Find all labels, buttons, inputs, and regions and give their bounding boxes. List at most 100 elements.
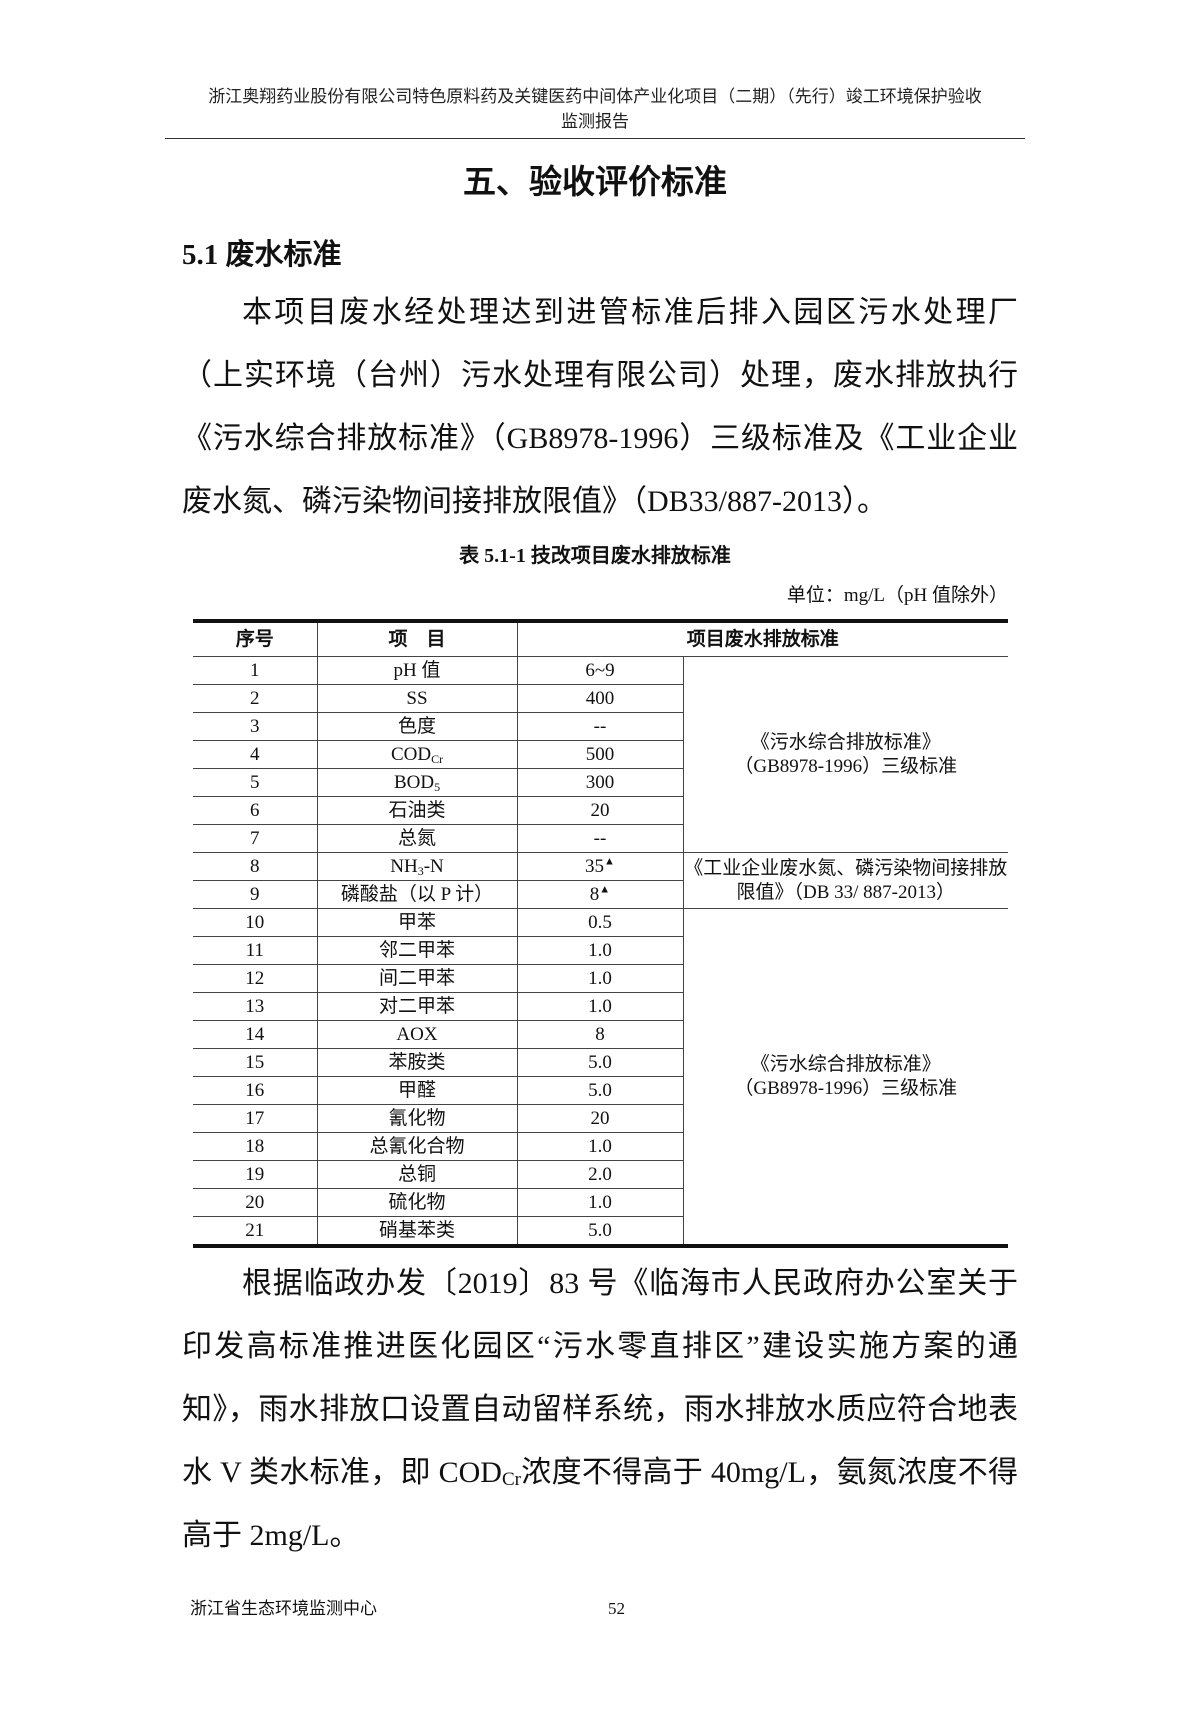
item-name: 硫化物 <box>388 1191 446 1213</box>
cell-item: pH 值 <box>316 656 518 685</box>
item-name: 对二甲苯 <box>378 995 455 1017</box>
cell-no: 10 <box>193 908 318 937</box>
paragraph-2-part: 根据临政办发〔2019〕83 号《临海市人民政府办公室关于印发高标准推进医化园区… <box>182 1267 1018 1489</box>
item-name: 石油类 <box>388 799 446 821</box>
item-name: 总铜 <box>397 1163 436 1185</box>
cell-value: 2.0 <box>516 1160 683 1189</box>
cell-no: 8 <box>193 852 318 881</box>
table-row: 11 邻二甲苯 1.0 <box>193 936 1008 965</box>
cell-value: -- <box>516 712 683 741</box>
wastewater-standard-table: 序号 项 目 项目废水排放标准 1 pH 值 6~9 《污水综合排放标准》 （GB897… <box>193 619 1009 1248</box>
table-row: 13 对二甲苯 1.0 <box>193 992 1008 1021</box>
cell-value: 1.0 <box>516 992 683 1021</box>
cell-value: 1.0 <box>516 936 683 965</box>
item-name: BOD <box>393 771 435 793</box>
table-row: 3 色度 -- <box>193 712 1008 741</box>
value-text: 20 <box>590 799 610 821</box>
cell-no: 12 <box>193 964 318 993</box>
table-row: 20 硫化物 1.0 <box>193 1188 1008 1217</box>
cell-item: 氰化物 <box>316 1104 518 1133</box>
standard-line: 限值》（DB 33/ 887-2013） <box>736 881 956 903</box>
value-text: 1.0 <box>588 939 612 961</box>
cell-no: 3 <box>193 712 318 741</box>
cell-item: 甲醛 <box>316 1076 518 1105</box>
standard-line: 《污水综合排放标准》 <box>750 731 941 753</box>
standard-line: 《污水综合排放标准》 <box>750 1053 941 1075</box>
item-name: 磷酸盐（以 P 计） <box>340 883 494 905</box>
item-name: 总氰化合物 <box>369 1135 465 1157</box>
cell-value: 400 <box>516 684 683 713</box>
cell-item: 硝基苯类 <box>316 1216 518 1247</box>
footer-org: 浙江省生态环境监测中心 <box>190 1599 377 1618</box>
cell-item: 对二甲苯 <box>316 992 518 1021</box>
triangle-mark-icon: ▲ <box>604 855 615 868</box>
cell-no: 2 <box>193 684 318 713</box>
table-row: 1 pH 值 6~9 《污水综合排放标准》 （GB8978-1996）三级标准 <box>193 656 1009 853</box>
paragraph-2: 根据临政办发〔2019〕83 号《临海市人民政府办公室关于印发高标准推进医化园区… <box>182 1252 1018 1567</box>
paragraph-2-text: 根据临政办发〔2019〕83 号《临海市人民政府办公室关于印发高标准推进医化园区… <box>182 1252 1018 1567</box>
value-text: 8 <box>589 883 600 905</box>
cell-no: 6 <box>193 796 318 825</box>
item-subscript: 5 <box>434 779 441 794</box>
item-name: 邻二甲苯 <box>378 939 455 961</box>
cell-item: CODCr <box>316 740 518 769</box>
table-row: 4 CODCr 500 <box>193 740 1008 769</box>
cell-item: 总铜 <box>316 1160 518 1189</box>
cell-value: 300 <box>516 768 683 797</box>
cell-value: 5.0 <box>516 1048 683 1077</box>
value-text: 400 <box>585 687 615 709</box>
value-text: 0.5 <box>588 911 612 933</box>
cell-item: SS <box>316 684 518 713</box>
value-text: 5.0 <box>588 1079 612 1101</box>
cell-no: 11 <box>193 936 318 965</box>
table-wrapper: 序号 项 目 项目废水排放标准 1 pH 值 6~9 《污水综合排放标准》 （GB897… <box>193 619 1009 1248</box>
table-unit: 单位：mg/L（pH 值除外） <box>786 585 1008 606</box>
cell-value: 8 <box>516 1020 683 1049</box>
value-text: 5.0 <box>588 1219 612 1241</box>
cell-value: 1.0 <box>516 964 683 993</box>
cell-standard: 《污水综合排放标准》 （GB8978-1996）三级标准 <box>682 656 1009 853</box>
header-line-2: 监测报告 <box>561 112 629 131</box>
footer: 浙江省生态环境监测中心 52 <box>0 1567 1190 1621</box>
table-header-row: 序号 项 目 项目废水排放标准 <box>193 620 1009 657</box>
item-name: AOX <box>396 1023 438 1045</box>
cell-no: 9 <box>193 880 318 909</box>
cell-item: 色度 <box>316 712 518 741</box>
item-name: 甲苯 <box>397 911 436 933</box>
cell-no: 7 <box>193 824 318 853</box>
item-name: 色度 <box>397 715 436 737</box>
col-header-standard: 项目废水排放标准 <box>516 620 1009 657</box>
value-text: 20 <box>590 1107 610 1129</box>
cell-item: NH3-N <box>316 852 518 881</box>
value-text: 6~9 <box>585 659 615 681</box>
table-row: 19 总铜 2.0 <box>193 1160 1008 1189</box>
cell-value: 8▲ <box>516 880 683 909</box>
section-title: 5.1 废水标准 <box>182 239 342 271</box>
cell-item: BOD5 <box>316 768 518 797</box>
cell-item: 间二甲苯 <box>316 964 518 993</box>
value-text: 500 <box>585 743 615 765</box>
item-name: NH <box>390 855 418 877</box>
cell-no: 21 <box>193 1216 318 1247</box>
value-text: 1.0 <box>588 1135 612 1157</box>
table-row: 21 硝基苯类 5.0 <box>193 1216 1008 1247</box>
cell-item: 石油类 <box>316 796 518 825</box>
item-name: 间二甲苯 <box>378 967 455 989</box>
cell-item: 总氰化合物 <box>316 1132 518 1161</box>
cell-value: 500 <box>516 740 683 769</box>
value-text: 1.0 <box>588 995 612 1017</box>
cell-no: 13 <box>193 992 318 1021</box>
item-name: 硝基苯类 <box>378 1219 455 1241</box>
cell-no: 5 <box>193 768 318 797</box>
value-text: 5.0 <box>588 1051 612 1073</box>
cell-value: 6~9 <box>516 656 684 685</box>
paragraph-2-subscript: Cr <box>501 1469 521 1490</box>
table-caption: 表 5.1-1 技改项目废水排放标准 <box>459 545 731 567</box>
cell-no: 15 <box>193 1048 318 1077</box>
paragraph-1: 本项目废水经处理达到进管标准后排入园区污水处理厂（上实环境（台州）污水处理有限公… <box>182 281 1018 533</box>
standard-line: （GB8978-1996）三级标准 <box>734 1077 958 1099</box>
cell-value: 1.0 <box>516 1132 683 1161</box>
cell-standard: 《工业企业废水氮、磷污染物间接排放 限值》（DB 33/ 887-2013） <box>682 852 1009 909</box>
cell-value: 20 <box>516 1104 683 1133</box>
item-name: pH 值 <box>393 659 441 681</box>
